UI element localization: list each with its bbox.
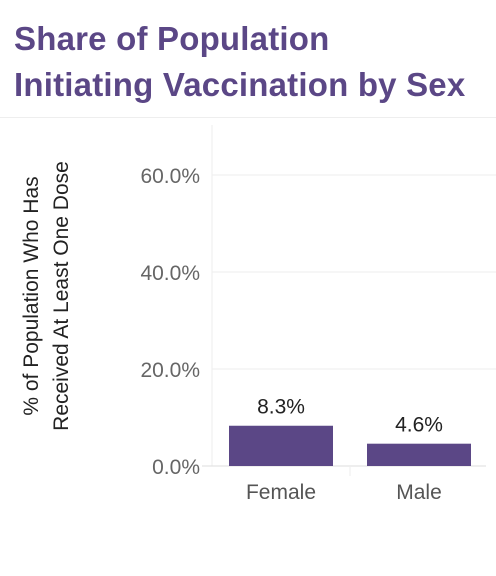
bar-male	[367, 443, 471, 466]
x-category-label: Female	[246, 481, 316, 504]
bar-female	[229, 425, 333, 466]
data-label: 4.6%	[395, 414, 443, 437]
y-tick-label: 0.0%	[152, 456, 200, 479]
y-tick-label: 20.0%	[140, 359, 200, 382]
chart-title-line-1: Share of Population	[14, 20, 330, 57]
y-tick-label: 40.0%	[140, 262, 200, 285]
chart-title: Share of Population Initiating Vaccinati…	[14, 16, 484, 108]
x-category-label: Male	[396, 481, 442, 504]
chart-title-line-2: Initiating Vaccination by Sex	[14, 66, 466, 103]
data-label: 8.3%	[257, 396, 305, 419]
title-divider	[0, 117, 496, 118]
y-tick-label: 60.0%	[140, 165, 200, 188]
